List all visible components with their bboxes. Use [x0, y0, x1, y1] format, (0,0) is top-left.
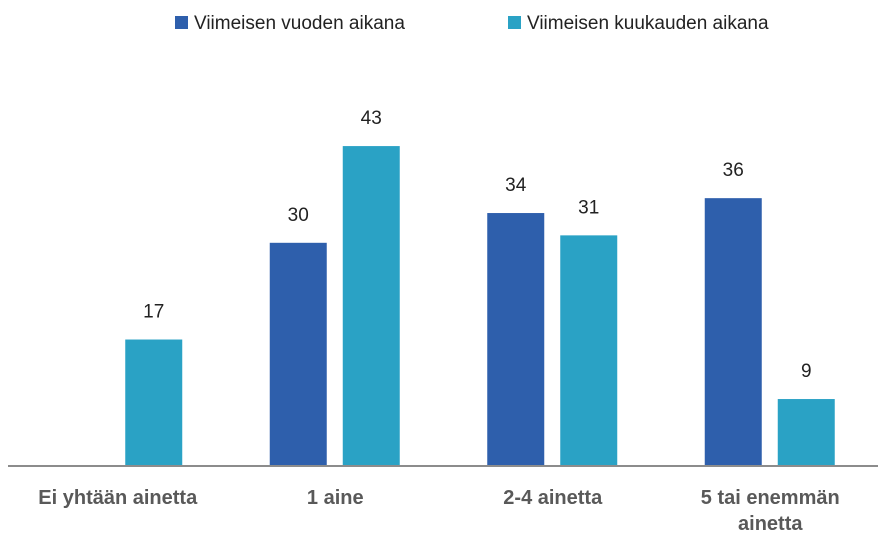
value-label: 30	[288, 205, 309, 226]
x-tick-label: 2-4 ainetta	[503, 487, 603, 509]
value-label: 43	[361, 108, 382, 129]
bar	[125, 339, 183, 466]
legend-swatch	[508, 16, 521, 29]
value-label: 31	[578, 197, 599, 218]
bar	[560, 235, 618, 466]
x-tick-label: Ei yhtään ainetta	[38, 487, 198, 509]
value-label: 36	[723, 160, 744, 181]
bar	[704, 198, 762, 466]
legend-label: Viimeisen vuoden aikana	[194, 13, 405, 34]
bar	[487, 213, 545, 466]
legend-swatch	[175, 16, 188, 29]
value-label: 9	[801, 361, 812, 382]
x-tick-label: 1 aine	[306, 487, 364, 509]
value-label: 17	[143, 302, 164, 323]
value-label: 34	[505, 175, 527, 196]
bar	[269, 242, 327, 466]
bar	[342, 146, 400, 466]
x-tick-label: 5 tai enemmän ainetta	[700, 487, 840, 535]
bar	[777, 399, 835, 466]
legend-label: Viimeisen kuukauden aikana	[527, 13, 769, 34]
